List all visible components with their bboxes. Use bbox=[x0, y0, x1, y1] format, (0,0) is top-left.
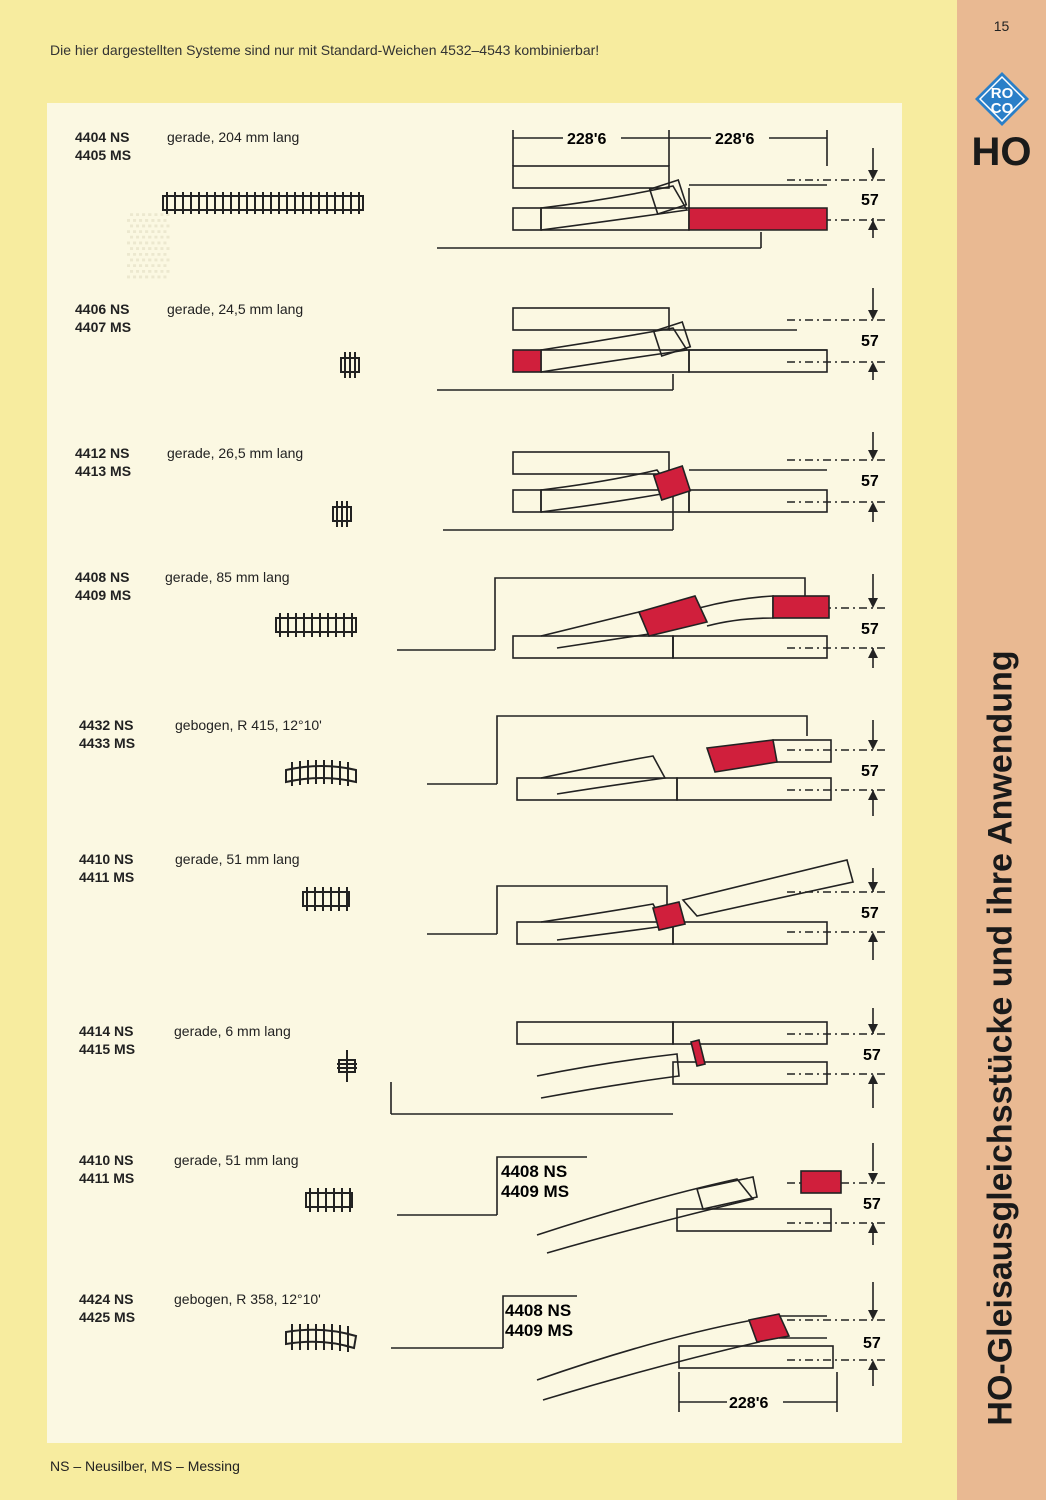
track-description: gebogen, R 415, 12°10' bbox=[175, 717, 322, 733]
dim-top-right: 228'6 bbox=[715, 131, 755, 148]
article-ns: 4412 NS bbox=[75, 445, 130, 461]
short-track-icon bbox=[337, 1050, 357, 1082]
track-layout-diagram: 57 bbox=[377, 1008, 887, 1172]
diagram-label-ns: 4408 NS bbox=[501, 1162, 567, 1181]
dim-bottom: 228'6 bbox=[729, 1395, 769, 1412]
track-layout-diagram: 57 bbox=[377, 288, 887, 450]
track-description: gerade, 85 mm lang bbox=[165, 569, 290, 585]
header-note: Die hier dargestellten Systeme sind nur … bbox=[50, 42, 600, 58]
straight-track-icon bbox=[275, 613, 357, 637]
article-ns: 4414 NS bbox=[79, 1023, 134, 1039]
page-number: 15 bbox=[993, 18, 1010, 34]
track-description: gerade, 204 mm lang bbox=[167, 129, 300, 145]
straight-track-icon bbox=[302, 887, 350, 911]
side-band: 15 RO CO HO HO-Gleisausgleichsstücke und… bbox=[957, 0, 1046, 1500]
article-ms: 4411 MS bbox=[79, 1170, 135, 1186]
dim-top-left: 228'6 bbox=[567, 131, 607, 148]
track-description: gerade, 24,5 mm lang bbox=[167, 301, 304, 317]
side-title: HO-Gleisausgleichsstücke und ihre Anwend… bbox=[981, 650, 1020, 1426]
track-description: gerade, 6 mm lang bbox=[174, 1023, 291, 1039]
dim-gap: 57 bbox=[861, 192, 879, 209]
dim-gap: 57 bbox=[863, 1196, 881, 1213]
article-ns: 4424 NS bbox=[79, 1291, 134, 1307]
dim-gap: 57 bbox=[863, 1047, 881, 1064]
article-ns: 4410 NS bbox=[79, 851, 134, 867]
article-ns: 4404 NS bbox=[75, 129, 130, 145]
logo-line-2: CO bbox=[991, 100, 1014, 117]
diagram-label-ms: 4409 MS bbox=[501, 1182, 569, 1201]
article-ns: 4406 NS bbox=[75, 301, 130, 317]
content-panel: ▒ 4404 NS 4405 MS gerade, 204 mm lang bbox=[47, 103, 902, 1443]
article-ms: 4425 MS bbox=[79, 1309, 136, 1325]
diagram-label-ms: 4409 MS bbox=[505, 1321, 573, 1340]
short-track-icon bbox=[340, 352, 360, 378]
dim-gap: 57 bbox=[861, 473, 879, 490]
dim-gap: 57 bbox=[863, 1335, 881, 1352]
track-layout-diagram: 4408 NS 4409 MS 57 228'6 bbox=[377, 1282, 887, 1440]
article-ms: 4413 MS bbox=[75, 463, 132, 479]
logo-line-1: RO bbox=[991, 85, 1014, 102]
article-ns: 4410 NS bbox=[79, 1152, 134, 1168]
dim-gap: 57 bbox=[861, 621, 879, 638]
curved-track-icon bbox=[285, 1324, 358, 1352]
straight-track-icon bbox=[162, 192, 364, 214]
diagram-label-ns: 4408 NS bbox=[505, 1301, 571, 1320]
track-description: gerade, 51 mm lang bbox=[174, 1152, 299, 1168]
dim-gap: 57 bbox=[861, 905, 879, 922]
track-description: gerade, 51 mm lang bbox=[175, 851, 300, 867]
dim-gap: 57 bbox=[861, 763, 879, 780]
track-description: gerade, 26,5 mm lang bbox=[167, 445, 304, 461]
article-ms: 4409 MS bbox=[75, 587, 132, 603]
curved-track-icon bbox=[285, 760, 357, 786]
article-ms: 4407 MS bbox=[75, 319, 132, 335]
article-ms: 4405 MS bbox=[75, 147, 132, 163]
track-layout-diagram: 57 bbox=[377, 568, 887, 718]
track-layout-diagram: 57 bbox=[377, 850, 887, 1000]
background-watermark-art: ▒ bbox=[127, 209, 172, 276]
article-ns: 4432 NS bbox=[79, 717, 134, 733]
track-description: gebogen, R 358, 12°10' bbox=[174, 1291, 321, 1307]
footer-note: NS – Neusilber, MS – Messing bbox=[50, 1458, 240, 1474]
article-ns: 4408 NS bbox=[75, 569, 130, 585]
article-ms: 4415 MS bbox=[79, 1041, 136, 1057]
track-layout-diagram: 4408 NS 4409 MS 57 bbox=[377, 1143, 887, 1301]
straight-track-icon bbox=[305, 1188, 353, 1212]
roco-logo: RO CO bbox=[973, 70, 1031, 128]
track-layout-diagram: 228'6 228'6 57 bbox=[377, 128, 887, 278]
article-ms: 4433 MS bbox=[79, 735, 136, 751]
dim-gap: 57 bbox=[861, 333, 879, 350]
track-layout-diagram: 57 bbox=[377, 432, 887, 594]
scale-label: HO bbox=[971, 130, 1032, 174]
track-layout-diagram: 57 bbox=[377, 715, 887, 866]
article-ms: 4411 MS bbox=[79, 869, 135, 885]
short-track-icon bbox=[332, 501, 352, 527]
